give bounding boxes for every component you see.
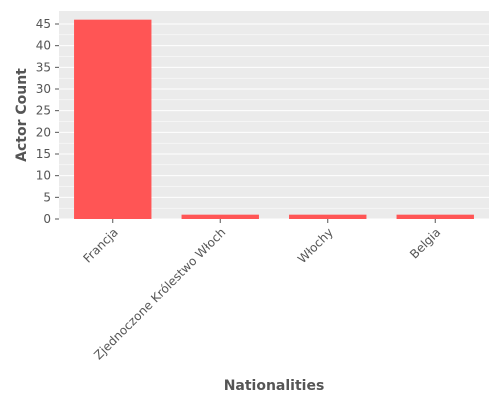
y-axis-ticks: 0 5 10 15 20 25 30 35 40 45 bbox=[36, 17, 59, 226]
x-axis-label: Nationalities bbox=[224, 378, 325, 394]
bar bbox=[289, 214, 367, 219]
y-axis-label: Actor Count bbox=[14, 68, 30, 162]
x-tick-label: Francja bbox=[80, 225, 120, 265]
bar bbox=[396, 214, 474, 219]
y-tick-label: 15 bbox=[36, 147, 51, 161]
y-tick-label: 35 bbox=[36, 60, 51, 74]
y-tick-label: 5 bbox=[43, 190, 51, 204]
bar bbox=[181, 214, 259, 219]
y-tick-label: 0 bbox=[43, 212, 51, 226]
x-tick-label: Belgia bbox=[407, 225, 443, 261]
y-tick-label: 20 bbox=[36, 125, 51, 139]
bars bbox=[74, 19, 474, 219]
y-tick-label: 45 bbox=[36, 17, 51, 31]
y-tick-label: 40 bbox=[36, 39, 51, 53]
y-tick-label: 30 bbox=[36, 82, 51, 96]
x-tick-label: Włochy bbox=[295, 225, 336, 266]
y-tick-label: 10 bbox=[36, 169, 51, 183]
y-tick-label: 25 bbox=[36, 104, 51, 118]
bar bbox=[74, 19, 152, 219]
x-tick-label: Zjednoczone Królestwo Włoch bbox=[91, 225, 228, 362]
